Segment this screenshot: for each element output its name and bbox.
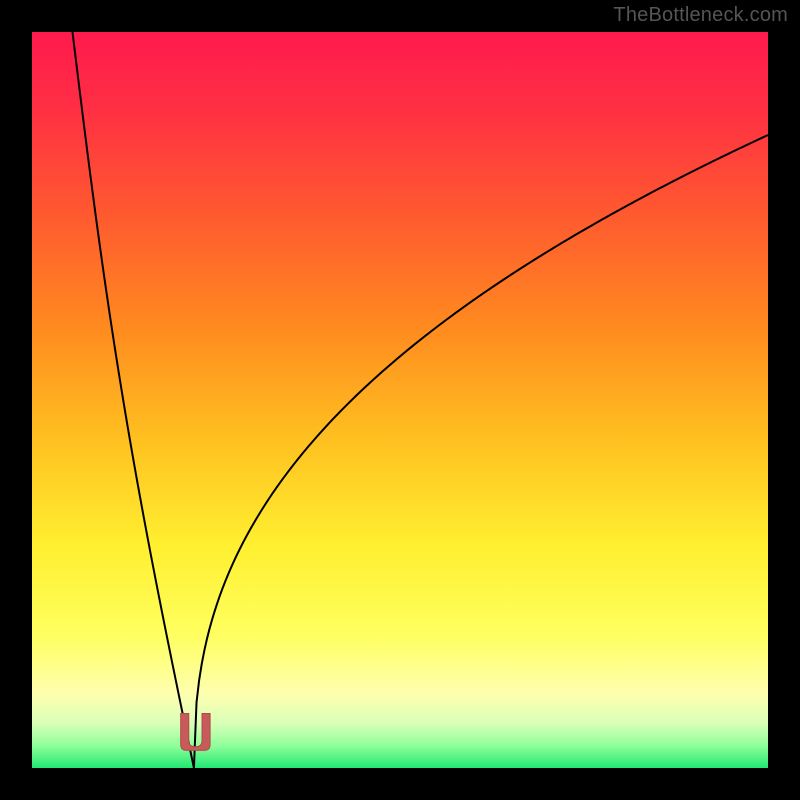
plot-svg (32, 32, 768, 768)
plot-area (32, 32, 768, 768)
watermark-text: TheBottleneck.com (613, 4, 788, 27)
gradient-background (32, 32, 768, 768)
